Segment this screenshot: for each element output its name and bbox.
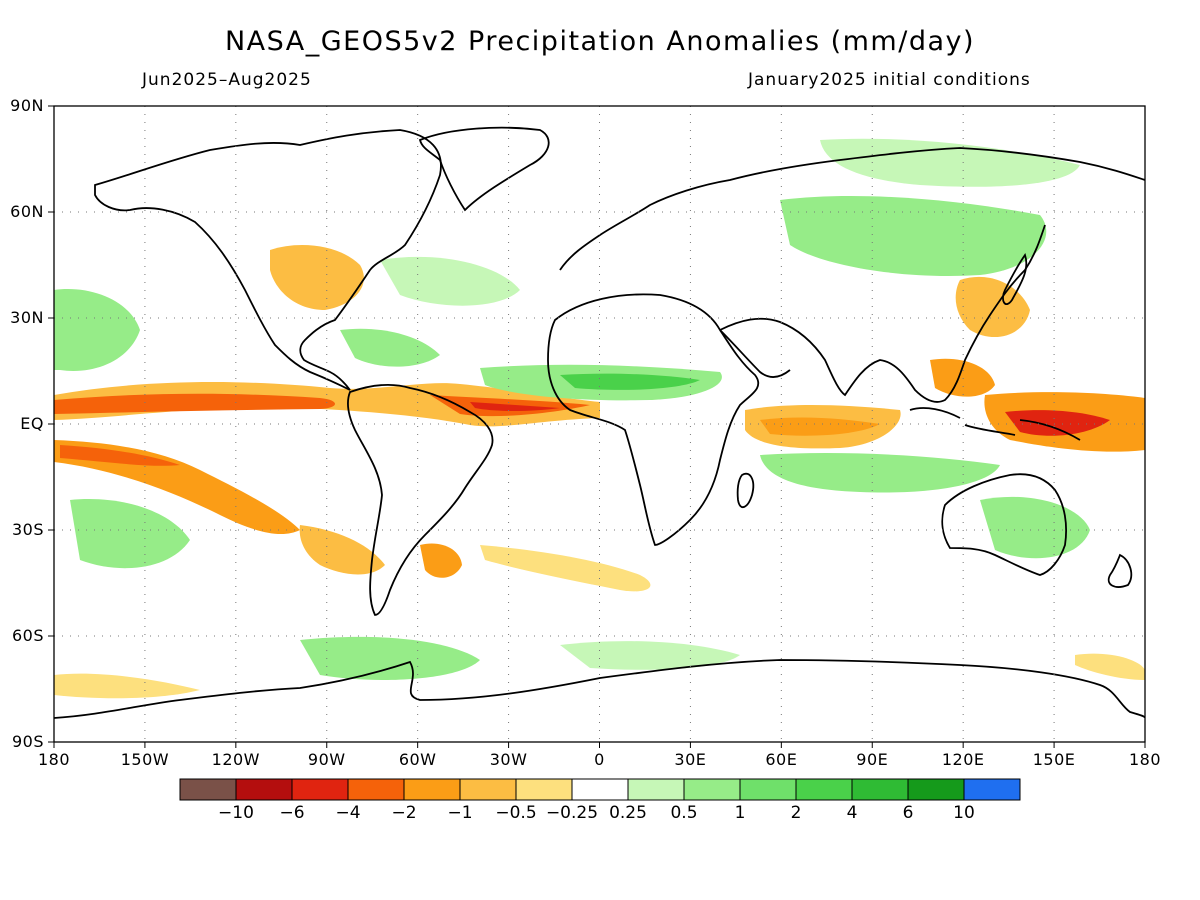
colorbar-label: −0.5: [495, 803, 537, 823]
lon-label: 90W: [307, 750, 346, 769]
colorbar-label: 4: [846, 803, 858, 823]
wet-s-indian: [760, 453, 1000, 493]
colorbar-swatch: [291, 778, 349, 801]
wet-eurasia: [780, 195, 1047, 276]
forecast-period: Jun2025–Aug2025: [142, 70, 312, 90]
dry-eastern-us: [270, 245, 364, 310]
lon-label: 30E: [674, 750, 707, 769]
colorbar-label: −6: [279, 803, 305, 823]
wet-sahel-core: [560, 373, 700, 390]
coast-antarctica: [54, 659, 1145, 719]
coast-africa: [547, 293, 760, 546]
dry-warm-pool-core: [1005, 410, 1110, 436]
lat-label: EQ: [20, 414, 44, 433]
lon-label: 30W: [489, 750, 528, 769]
dry-w-indian-core: [760, 417, 880, 436]
colorbar-swatch: [515, 778, 573, 801]
axis-ticks: [48, 105, 1146, 748]
lat-label: 30N: [10, 308, 44, 327]
colorbar-swatch: [179, 778, 237, 801]
dry-antarctic-east: [1075, 653, 1145, 680]
wet-n-atlantic: [380, 256, 520, 306]
colorbar-swatch: [851, 778, 909, 801]
colorbar-swatch: [627, 778, 685, 801]
coastlines: [54, 126, 1145, 719]
lon-label: 60E: [765, 750, 798, 769]
colorbar-swatch: [403, 778, 461, 801]
wet-n-pacific: [54, 289, 140, 371]
coast-europe: [559, 147, 1145, 271]
colorbar-swatch: [235, 778, 293, 801]
colorbar-label: −2: [391, 803, 417, 823]
colorbar-swatch: [907, 778, 965, 801]
dry-spcz: [54, 440, 300, 535]
coast-south-america: [347, 383, 494, 616]
coast-greenland: [418, 126, 550, 212]
colorbar-swatch: [963, 778, 1021, 801]
anomaly-fields: [54, 138, 1145, 699]
lon-label: 120E: [941, 750, 985, 769]
dry-band-atlantic-core: [470, 402, 560, 411]
colorbar-label: 1: [734, 803, 746, 823]
coast-australia: [941, 473, 1068, 576]
lon-label: 150E: [1032, 750, 1076, 769]
colorbar-label: 6: [902, 803, 914, 823]
colorbar-swatch: [347, 778, 405, 801]
lon-label: 150W: [120, 750, 170, 769]
dry-band-pacific-core: [54, 393, 335, 414]
wet-s-pacific: [70, 499, 190, 569]
dry-philippines: [930, 358, 995, 397]
wet-siberia: [820, 138, 1080, 187]
map-title: NASA_GEOS5v2 Precipitation Anomalies (mm…: [224, 26, 976, 57]
colorbar-label: 2: [790, 803, 802, 823]
colorbar-swatch: [795, 778, 853, 801]
colorbar-swatch: [571, 778, 629, 801]
lon-label: 120W: [211, 750, 260, 769]
lon-label: 180: [1128, 750, 1162, 769]
wet-antarctic-rim: [560, 641, 740, 670]
colorbar-label: −0.25: [545, 803, 599, 823]
dry-south-atlantic: [299, 525, 385, 575]
colorbar: [179, 778, 1021, 801]
initial-conditions: January2025 initial conditions: [748, 70, 1031, 90]
dry-east-asia: [955, 276, 1030, 338]
colorbar-label: −1: [447, 803, 473, 823]
coast-south-asia: [719, 224, 1046, 403]
colorbar-label: 0.5: [670, 803, 698, 823]
coast-north-america: [94, 129, 442, 391]
colorbar-label: −10: [218, 803, 254, 823]
dry-s-atlantic-band: [480, 545, 651, 592]
dry-spcz-core: [60, 445, 180, 466]
colorbar-swatch: [459, 778, 517, 801]
lon-label: 0: [594, 750, 605, 769]
wet-southern-ocean: [300, 636, 480, 680]
lon-label: 90E: [856, 750, 889, 769]
colorbar-swatch: [683, 778, 741, 801]
lat-label: 90S: [11, 732, 44, 751]
coast-japan: [1002, 253, 1028, 305]
colorbar-swatch: [739, 778, 797, 801]
dry-antarctic-pacific: [54, 673, 200, 699]
lat-label: 60N: [10, 202, 44, 221]
wet-caribbean: [340, 328, 440, 367]
lat-label: 90N: [10, 96, 44, 115]
colorbar-label: 0.25: [609, 803, 647, 823]
coast-madagascar: [736, 472, 755, 509]
coast-indonesia: [909, 407, 1081, 441]
lat-label: 30S: [11, 520, 44, 539]
lon-label: 60W: [398, 750, 437, 769]
colorbar-label: −4: [335, 803, 361, 823]
wet-australia: [980, 496, 1090, 559]
colorbar-label: 10: [953, 803, 975, 823]
lat-label: 60S: [11, 626, 44, 645]
coast-new-zealand: [1107, 553, 1133, 588]
dry-argentina: [420, 543, 462, 578]
coast-arabia: [719, 329, 791, 378]
lon-label: 180: [37, 750, 71, 769]
